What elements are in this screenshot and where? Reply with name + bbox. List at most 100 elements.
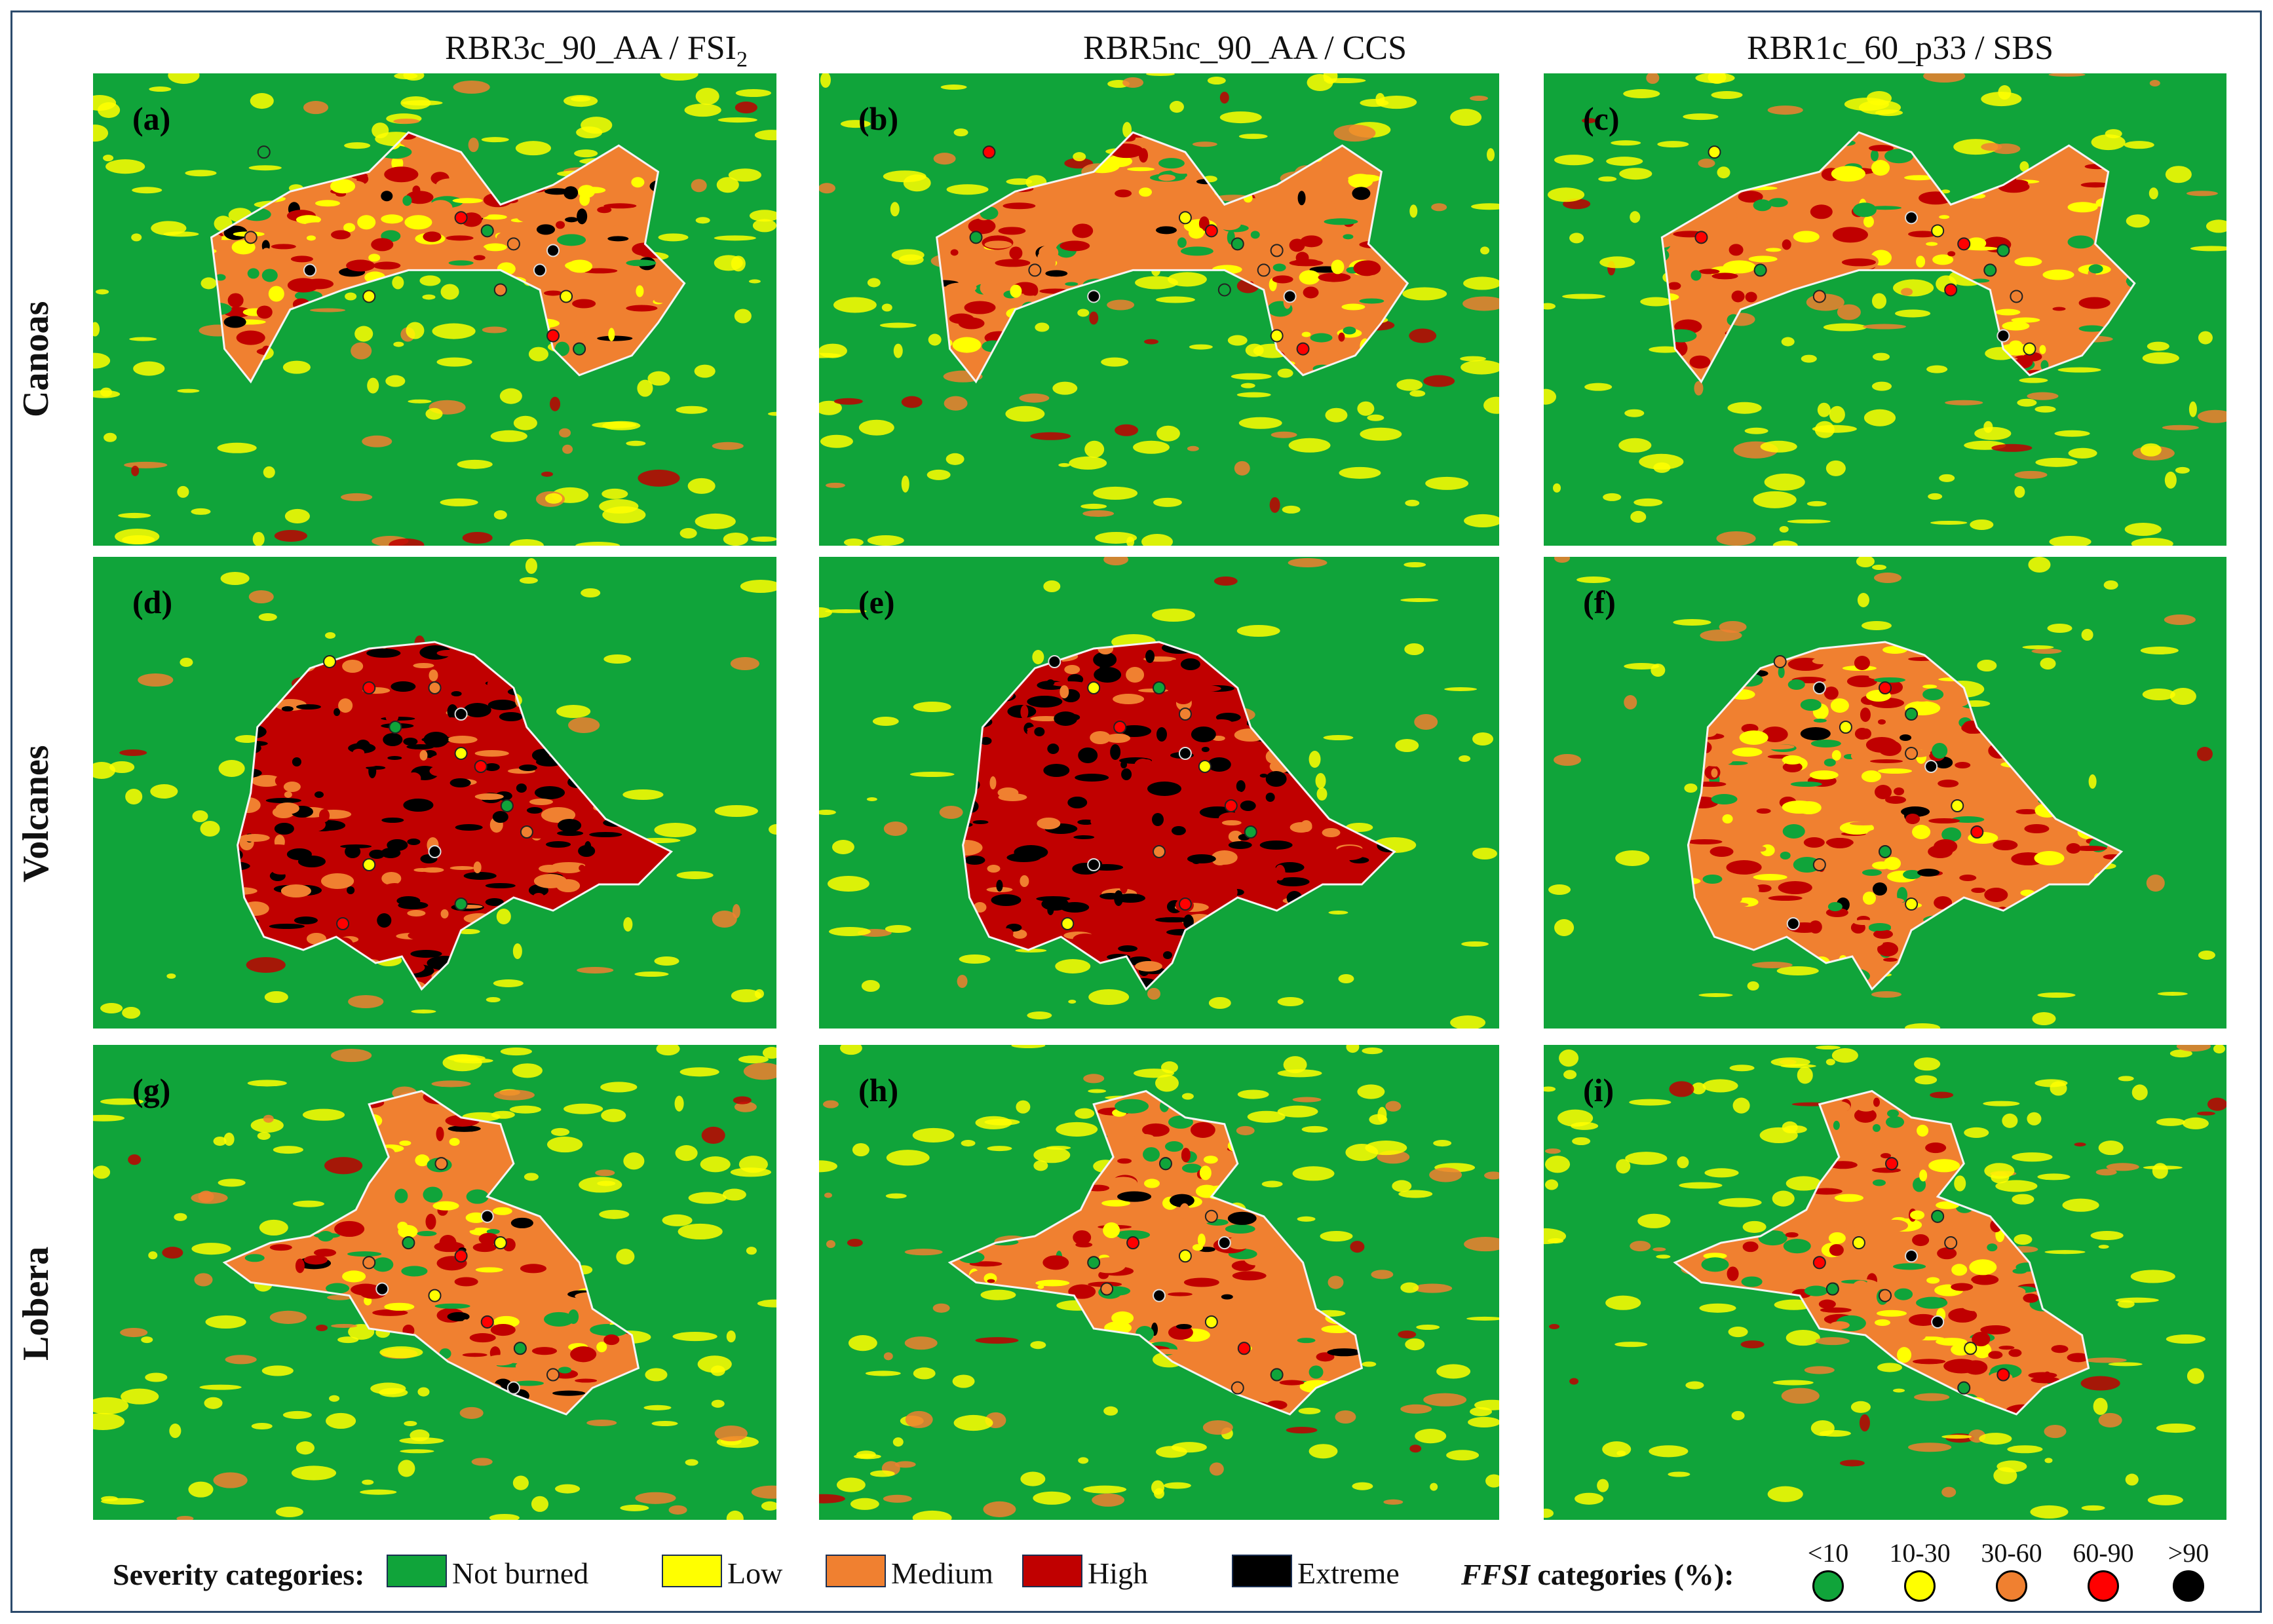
severity-patch	[413, 663, 434, 668]
severity-patch	[927, 384, 961, 397]
severity-patch	[1926, 1277, 1940, 1284]
severity-patch	[987, 1279, 995, 1283]
severity-patch	[1363, 1357, 1379, 1361]
severity-patch	[118, 512, 151, 518]
severity-patch	[237, 878, 240, 892]
severity-patch	[1915, 1075, 1938, 1085]
severity-patch	[1214, 153, 1246, 170]
severity-patch	[1474, 1399, 1499, 1410]
severity-patch	[2045, 894, 2071, 907]
severity-patch	[634, 972, 669, 977]
severity-patch	[1732, 747, 1763, 757]
severity-patch	[1292, 381, 1305, 382]
severity-patch	[1292, 667, 1322, 680]
severity-patch	[2062, 145, 2076, 157]
map-panel-a: (a)	[93, 73, 776, 546]
severity-patch	[1120, 600, 1153, 611]
severity-patch	[2130, 592, 2143, 601]
severity-patch	[269, 486, 278, 497]
severity-patch	[1402, 624, 1419, 633]
severity-patch	[1063, 489, 1096, 495]
severity-patch	[634, 132, 664, 142]
severity-patch	[1059, 628, 1092, 639]
severity-patch	[1309, 1289, 1344, 1299]
severity-patch	[1228, 831, 1243, 842]
severity-patch	[2106, 1163, 2139, 1171]
severity-patch	[406, 191, 434, 204]
field-plot-marker	[1753, 263, 1767, 277]
severity-patch	[1877, 897, 1905, 904]
severity-patch	[967, 597, 995, 603]
severity-patch	[1740, 643, 1769, 652]
severity-patch	[1075, 1482, 1083, 1492]
severity-patch	[1168, 132, 1181, 138]
severity-patch	[976, 132, 1005, 140]
severity-patch	[912, 1127, 955, 1143]
severity-patch	[1175, 1323, 1192, 1329]
severity-patch	[491, 458, 510, 468]
severity-patch	[479, 495, 499, 502]
severity-patch	[1121, 1091, 1141, 1093]
severity-patch	[227, 385, 252, 398]
field-plot-marker	[480, 1315, 494, 1329]
severity-patch	[1933, 1110, 1941, 1115]
severity-patch	[1868, 923, 1892, 931]
severity-patch	[1719, 455, 1733, 466]
severity-patch	[1954, 983, 1974, 989]
severity-patch	[1359, 298, 1385, 304]
severity-patch	[1941, 1486, 1957, 1498]
severity-patch	[1675, 1278, 1693, 1289]
severity-patch	[2079, 944, 2088, 957]
severity-patch	[1098, 1377, 1124, 1386]
severity-patch	[1292, 1166, 1335, 1181]
severity-patch	[410, 1429, 430, 1442]
severity-patch	[963, 833, 965, 840]
severity-patch	[1754, 1152, 1763, 1161]
severity-patch	[2123, 614, 2131, 621]
severity-patch	[1691, 453, 1717, 468]
severity-patch	[2190, 246, 2226, 252]
severity-patch	[2014, 485, 2025, 498]
severity-patch	[381, 872, 402, 885]
severity-patch	[366, 766, 386, 770]
severity-patch	[1012, 930, 1027, 939]
severity-patch	[273, 1146, 303, 1154]
severity-patch	[545, 915, 556, 922]
severity-patch	[368, 254, 381, 262]
severity-patch	[1900, 734, 1912, 741]
severity-patch	[1444, 687, 1478, 691]
severity-patch	[327, 1294, 353, 1300]
severity-patch	[1078, 877, 1113, 892]
severity-patch	[1039, 510, 1063, 523]
severity-patch	[2118, 1395, 2149, 1409]
severity-patch	[740, 580, 776, 593]
severity-patch	[1175, 804, 1211, 819]
severity-patch	[393, 119, 420, 124]
severity-patch	[407, 839, 421, 845]
severity-patch	[193, 1160, 208, 1165]
severity-patch	[1078, 1297, 1102, 1310]
severity-patch	[2000, 1220, 2023, 1228]
severity-patch	[1157, 698, 1168, 706]
severity-patch	[1679, 506, 1704, 511]
severity-patch	[436, 1482, 455, 1488]
severity-patch	[282, 1410, 312, 1419]
severity-patch	[1890, 443, 1907, 448]
severity-patch	[728, 168, 761, 182]
severity-patch	[1936, 383, 1945, 388]
severity-patch	[291, 1465, 337, 1481]
severity-patch	[1151, 980, 1187, 988]
severity-patch	[2114, 704, 2122, 719]
severity-patch	[1995, 309, 2021, 316]
severity-patch	[918, 427, 930, 440]
severity-patch	[185, 170, 217, 177]
severity-patch	[408, 399, 432, 404]
severity-patch	[568, 717, 600, 733]
severity-patch	[1690, 476, 1713, 492]
severity-patch	[1831, 500, 1851, 514]
severity-patch	[1407, 1205, 1420, 1220]
severity-patch	[1974, 426, 2012, 440]
severity-patch	[2213, 1045, 2225, 1054]
severity-patch	[292, 1152, 319, 1163]
severity-patch	[586, 1419, 617, 1427]
